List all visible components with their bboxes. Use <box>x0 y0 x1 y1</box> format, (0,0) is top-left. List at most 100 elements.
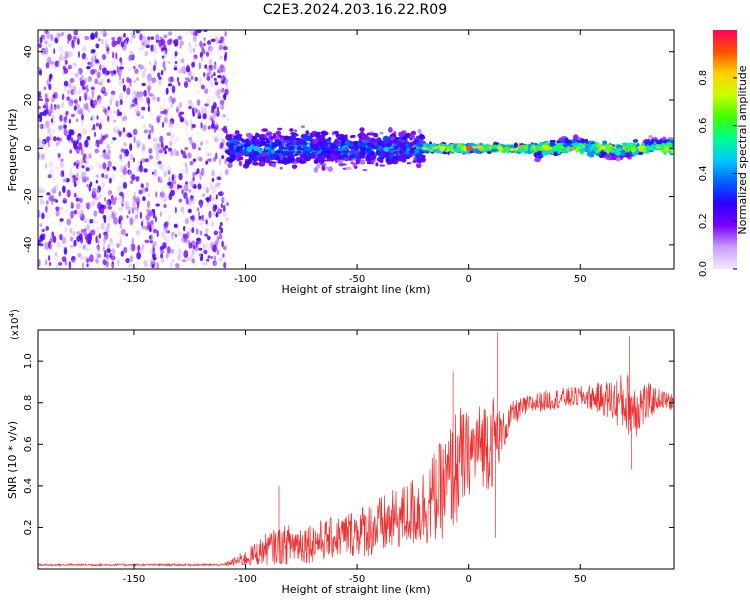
heatmap-cell <box>271 144 276 147</box>
heatmap-cell <box>552 145 559 152</box>
heatmap-cell <box>77 109 83 115</box>
heatmap-cell <box>43 86 47 91</box>
heatmap-cell <box>181 65 186 74</box>
heatmap-cell <box>125 258 130 264</box>
heatmap-cell <box>118 207 123 212</box>
heatmap-cell <box>109 70 115 74</box>
heatmap-cell <box>382 135 390 142</box>
heatmap-cell <box>107 192 112 197</box>
heatmap-cell <box>222 197 227 202</box>
heatmap-cell <box>76 235 81 242</box>
y-tick-label: 1.0 <box>23 353 34 369</box>
heatmap-cell <box>653 141 657 145</box>
heatmap-cell <box>198 215 202 220</box>
heatmap-cell <box>174 50 178 57</box>
heatmap-cell <box>259 158 267 161</box>
heatmap-cell <box>197 183 202 190</box>
heatmap-cell <box>66 134 72 141</box>
heatmap-cell <box>174 60 178 65</box>
heatmap-cell <box>102 135 106 140</box>
heatmap-cell <box>84 139 89 148</box>
heatmap-cell <box>123 247 128 254</box>
heatmap-cell <box>45 62 50 69</box>
heatmap-cell <box>144 187 149 192</box>
heatmap-cell <box>167 31 173 36</box>
heatmap-cell <box>162 242 167 249</box>
heatmap-cell <box>171 174 174 182</box>
heatmap-cell <box>67 64 72 70</box>
heatmap-cell <box>91 86 95 90</box>
heatmap-cell <box>205 228 209 235</box>
heatmap-cell <box>83 229 88 237</box>
heatmap-cell <box>200 122 203 129</box>
heatmap-cell <box>115 100 119 108</box>
heatmap-cell <box>179 102 182 108</box>
heatmap-cell <box>238 160 243 167</box>
snr-x-label: Height of straight line (km) <box>281 583 430 596</box>
heatmap-cell <box>229 149 234 154</box>
heatmap-cell <box>152 240 158 247</box>
heatmap-cell <box>84 160 87 164</box>
y-tick-label: -20 <box>23 188 34 204</box>
heatmap-cell <box>199 76 202 85</box>
heatmap-cell <box>206 202 210 207</box>
heatmap-cell <box>506 144 512 147</box>
heatmap-cell <box>585 144 593 147</box>
y-tick-label: 20 <box>23 94 34 107</box>
heatmap-cell <box>169 248 175 254</box>
heatmap-cell <box>86 84 89 91</box>
heatmap-cell <box>68 261 72 269</box>
heatmap-cell <box>241 139 246 143</box>
heatmap-cell <box>122 115 128 122</box>
heatmap-cell <box>91 80 96 89</box>
heatmap-cell <box>206 196 210 203</box>
heatmap-cell <box>195 246 199 251</box>
heatmap-cell <box>304 155 312 162</box>
heatmap-cell <box>195 228 201 235</box>
heatmap-cell <box>38 66 41 72</box>
heatmap-cell <box>73 30 77 35</box>
heatmap-cell <box>312 144 320 151</box>
heatmap-cell <box>221 197 225 203</box>
heatmap-cell <box>45 44 48 53</box>
heatmap-cell <box>289 145 295 150</box>
heatmap-cell <box>38 123 42 129</box>
heatmap-cell <box>94 220 99 225</box>
heatmap-cell <box>135 214 138 219</box>
heatmap-cell <box>631 147 636 153</box>
heatmap-cell <box>159 210 163 218</box>
heatmap-cell <box>60 158 64 162</box>
heatmap-cell <box>509 147 515 152</box>
heatmap-cell <box>198 147 201 151</box>
heatmap-cell <box>92 99 98 106</box>
heatmap-cell <box>213 156 217 162</box>
heatmap-cell <box>172 138 177 144</box>
heatmap-cell <box>43 30 47 37</box>
heatmap-cell <box>102 259 107 266</box>
heatmap-cell <box>375 149 381 155</box>
heatmap-cell <box>211 186 216 194</box>
heatmap-cell <box>274 153 279 158</box>
heatmap-cell <box>295 142 303 146</box>
heatmap-cell <box>43 257 49 262</box>
heatmap-cell <box>68 129 74 136</box>
heatmap-cell <box>59 114 63 122</box>
heatmap-cell <box>219 141 224 149</box>
heatmap-cell <box>51 231 55 238</box>
heatmap-cell <box>69 227 73 234</box>
colorbar-tick-label: 0.2 <box>698 213 709 229</box>
heatmap-cell <box>600 145 604 150</box>
heatmap-cell <box>132 200 136 209</box>
heatmap-cell <box>97 239 100 244</box>
x-tick-label: 0 <box>466 574 472 585</box>
heatmap-cell <box>179 43 182 49</box>
heatmap-cell <box>165 107 170 112</box>
heatmap-cell <box>86 263 89 268</box>
heatmap-cell <box>408 150 416 153</box>
heatmap-cell <box>359 143 366 148</box>
heatmap-cell <box>168 76 173 83</box>
heatmap-cell <box>79 77 83 81</box>
heatmap-cell <box>648 142 652 146</box>
heatmap-cell <box>432 146 439 150</box>
heatmap-cell <box>58 191 61 197</box>
